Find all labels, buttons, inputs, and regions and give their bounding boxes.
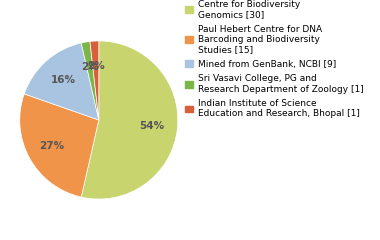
Legend: Centre for Biodiversity
Genomics [30], Paul Hebert Centre for DNA
Barcoding and : Centre for Biodiversity Genomics [30], P… [185,0,363,118]
Text: 54%: 54% [139,121,165,131]
Text: 2%: 2% [87,61,105,71]
Wedge shape [81,42,99,120]
Text: 16%: 16% [51,75,76,85]
Wedge shape [90,41,99,120]
Wedge shape [24,43,99,120]
Text: 27%: 27% [39,141,64,151]
Wedge shape [20,94,99,197]
Text: 2%: 2% [81,62,99,72]
Wedge shape [81,41,178,199]
